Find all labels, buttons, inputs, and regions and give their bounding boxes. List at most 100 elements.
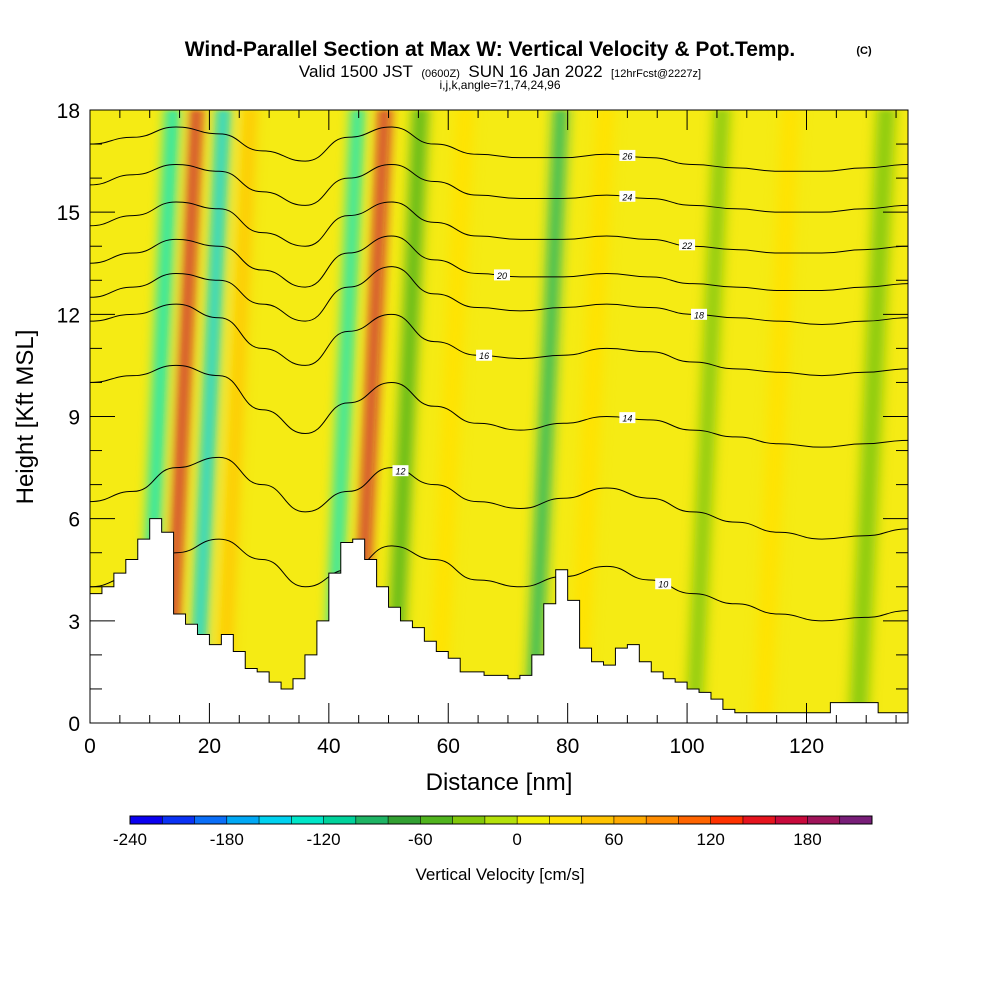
colorbar-swatch bbox=[452, 816, 486, 824]
plot-area: 10 12 14 16 18 20 22 24 26 bbox=[89, 109, 909, 724]
x-tick-label: 80 bbox=[556, 735, 579, 758]
x-tick-label: 20 bbox=[198, 735, 221, 758]
isentrope-label-bg bbox=[493, 269, 510, 281]
colorbar-swatch bbox=[549, 816, 583, 824]
title-mark: (C) bbox=[856, 45, 872, 57]
x-tick-label: 60 bbox=[437, 735, 460, 758]
isentrope-22 bbox=[90, 201, 908, 254]
colorbar-swatch bbox=[581, 816, 615, 824]
y-tick-label: 6 bbox=[68, 509, 80, 532]
colorbar-tick-label: -240 bbox=[113, 830, 147, 849]
colorbar-tick-label: 180 bbox=[793, 830, 821, 849]
y-axis: 0 3 6 9 12 15 18 bbox=[57, 100, 908, 736]
isentrope-label: 12 bbox=[395, 467, 405, 477]
y-tick-label: 18 bbox=[57, 100, 80, 123]
isentrope-labels: 10 12 14 16 18 20 22 24 26 bbox=[392, 149, 708, 590]
colorbar-tick-label: -180 bbox=[210, 830, 244, 849]
isentrope-label: 18 bbox=[694, 310, 704, 320]
velocity-band-8 bbox=[526, 110, 568, 723]
velocity-band-7 bbox=[428, 110, 475, 723]
y-axis-label: Height [Kft MSL] bbox=[12, 330, 39, 505]
velocity-band-4 bbox=[323, 110, 364, 723]
velocity-band-2 bbox=[188, 110, 230, 723]
isentrope-label-bg bbox=[691, 308, 708, 320]
y-tick-label: 9 bbox=[68, 407, 80, 430]
isentrope-12 bbox=[90, 456, 908, 540]
theta-isentropes bbox=[90, 126, 908, 622]
velocity-band-11 bbox=[753, 110, 800, 723]
x-tick-label: 0 bbox=[84, 735, 96, 758]
isentrope-label: 20 bbox=[496, 271, 507, 281]
colorbar-swatch bbox=[194, 816, 228, 824]
chart-subtitle-line3: i,j,k,angle=71,74,24,96 bbox=[439, 78, 560, 92]
colorbar-swatch bbox=[130, 816, 163, 824]
isentrope-10 bbox=[90, 538, 908, 622]
chart-title: Wind-Parallel Section at Max W: Vertical… bbox=[185, 38, 796, 61]
isentrope-label-bg bbox=[679, 239, 696, 251]
isentrope-24 bbox=[90, 163, 908, 213]
isentrope-26 bbox=[90, 126, 908, 172]
terrain-profile bbox=[90, 518, 908, 723]
colorbar-swatch bbox=[355, 816, 389, 824]
colorbar: -240 -180 -120 -60 0 60 120 180 bbox=[113, 815, 873, 849]
y-tick-label: 3 bbox=[68, 611, 80, 634]
colorbar-tick-label: 120 bbox=[697, 830, 725, 849]
y-tick-label: 12 bbox=[57, 304, 80, 327]
isentrope-label: 16 bbox=[479, 351, 489, 361]
subtitle-date: SUN 16 Jan 2022 bbox=[468, 62, 602, 81]
isentrope-label-bg bbox=[476, 349, 493, 361]
y-tick-label: 15 bbox=[57, 202, 80, 225]
y-tick-label: 0 bbox=[68, 713, 80, 736]
isentrope-label: 14 bbox=[622, 414, 632, 424]
x-tick-label: 40 bbox=[317, 735, 340, 758]
colorbar-swatch bbox=[259, 816, 292, 824]
isentrope-label: 10 bbox=[658, 580, 668, 590]
isentrope-16 bbox=[90, 303, 908, 377]
isentrope-label-bg bbox=[392, 465, 409, 477]
isentrope-label: 22 bbox=[681, 241, 692, 251]
colorbar-swatch bbox=[678, 816, 712, 824]
isentrope-label: 24 bbox=[621, 192, 632, 202]
velocity-bands bbox=[138, 110, 896, 723]
colorbar-swatch bbox=[162, 816, 196, 824]
colorbar-swatch bbox=[323, 816, 357, 824]
x-tick-label: 100 bbox=[670, 735, 705, 758]
colorbar-swatch bbox=[710, 816, 744, 824]
colorbar-swatch bbox=[646, 816, 679, 824]
isentrope-14 bbox=[90, 364, 908, 448]
isentrope-label-bg bbox=[619, 412, 636, 424]
colorbar-swatch bbox=[839, 816, 873, 824]
isentrope-label-bg bbox=[655, 578, 672, 590]
colorbar-tick-label: -60 bbox=[408, 830, 433, 849]
colorbar-swatch bbox=[807, 816, 841, 824]
isentrope-label-bg bbox=[619, 149, 636, 161]
colorbar-swatch bbox=[775, 816, 808, 824]
isentrope-label: 26 bbox=[621, 151, 632, 161]
isentrope-20 bbox=[90, 235, 908, 291]
x-axis: 0 20 40 60 80 100 120 bbox=[84, 110, 897, 758]
isentrope-18 bbox=[90, 266, 908, 326]
x-tick-label: 120 bbox=[789, 735, 824, 758]
velocity-band-6 bbox=[384, 110, 428, 723]
colorbar-swatch bbox=[388, 816, 421, 824]
colorbar-swatch bbox=[742, 816, 776, 824]
velocity-band-12 bbox=[849, 110, 896, 723]
x-axis-label: Distance [nm] bbox=[426, 769, 573, 796]
colorbar-tick-label: 60 bbox=[604, 830, 623, 849]
colorbar-swatch bbox=[484, 816, 518, 824]
colorbar-tick-label: -120 bbox=[307, 830, 341, 849]
colorbar-swatch bbox=[226, 816, 260, 824]
subtitle-prefix: Valid 1500 JST bbox=[299, 62, 413, 81]
subtitle-utc: (0600Z) bbox=[421, 68, 460, 80]
isentrope-label-bg bbox=[619, 190, 636, 202]
colorbar-label: Vertical Velocity [cm/s] bbox=[415, 865, 584, 884]
velocity-band-10 bbox=[686, 110, 730, 723]
colorbar-frame bbox=[129, 815, 873, 825]
colorbar-swatch bbox=[420, 816, 454, 824]
velocity-band-9 bbox=[568, 110, 615, 723]
colorbar-tick-label: 0 bbox=[512, 830, 521, 849]
colorbar-swatch bbox=[613, 816, 647, 824]
colorbar-swatch bbox=[517, 816, 550, 824]
subtitle-fcst: [12hrFcst@2227z] bbox=[611, 68, 701, 80]
